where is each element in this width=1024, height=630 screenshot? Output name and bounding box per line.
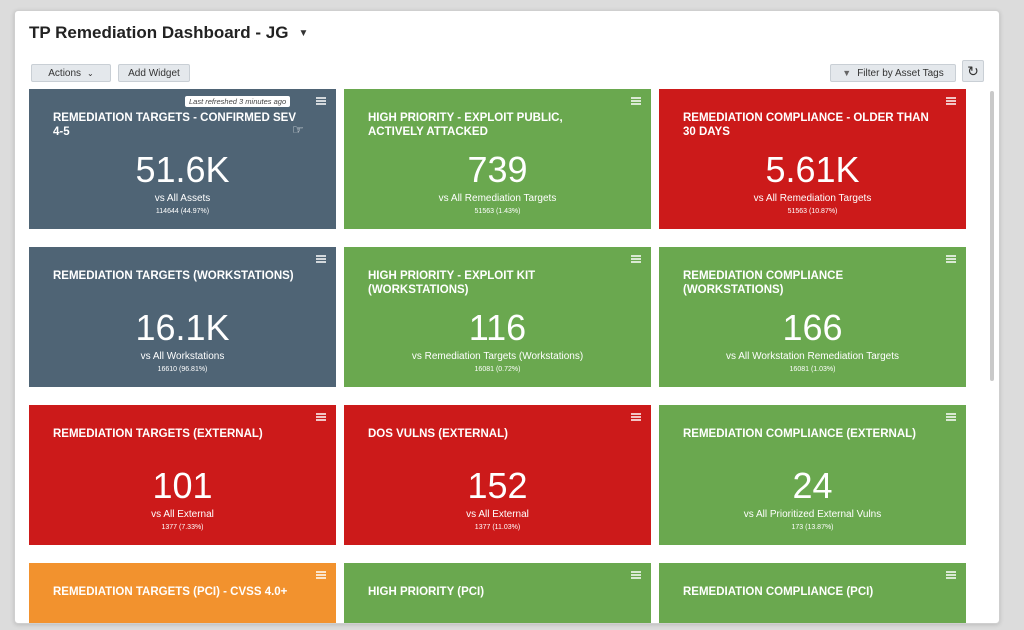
widget-subtext: 173 (13.87%): [791, 524, 834, 531]
menu-icon[interactable]: [631, 97, 641, 105]
widget-value: 24: [792, 465, 833, 506]
dashboard-window: TP Remediation Dashboard - JG ▼ Actions …: [14, 10, 1000, 624]
widget-comparison: vs All External: [151, 509, 214, 520]
widget-comparison: vs All Prioritized External Vulns: [743, 509, 882, 520]
widget-tile[interactable]: REMEDIATION TARGETS - CONFIRMED SEV 4-5 5…: [29, 89, 336, 229]
widget-subtext: 1377 (7.33%): [161, 524, 204, 531]
widget-comparison: vs All External: [466, 509, 529, 520]
widget-comparison: vs All Assets: [154, 193, 211, 204]
widget-title: REMEDIATION COMPLIANCE (WORKSTATIONS): [683, 270, 844, 296]
menu-icon[interactable]: [316, 255, 326, 263]
widget-tile[interactable]: HIGH PRIORITY - EXPLOIT PUBLIC, ACTIVELY…: [344, 89, 651, 229]
widget-value: 166: [782, 307, 843, 348]
menu-icon[interactable]: [631, 255, 641, 263]
widget-tile[interactable]: REMEDIATION COMPLIANCE - OLDER THAN 30 D…: [659, 89, 966, 229]
menu-icon[interactable]: [316, 571, 326, 579]
actions-button[interactable]: Actions ⌄: [31, 64, 111, 82]
widget-title: REMEDIATION TARGETS (PCI) - CVSS 4.0+: [53, 586, 288, 598]
menu-icon[interactable]: [946, 413, 956, 421]
widget-subtext: 16610 (96.81%): [157, 366, 208, 373]
widget-title: DOS VULNS (EXTERNAL): [368, 428, 508, 440]
chevron-down-icon: ⌄: [87, 68, 94, 78]
filter-by-asset-tags-button[interactable]: ▼ Filter by Asset Tags: [830, 64, 956, 82]
widget-tile[interactable]: DOS VULNS (EXTERNAL) 152 vs All External 13…: [344, 405, 651, 545]
dashboard-title[interactable]: TP Remediation Dashboard - JG ▼: [29, 23, 308, 43]
widget-value: 16.1K: [135, 307, 230, 348]
widget-title: REMEDIATION COMPLIANCE (PCI): [683, 586, 874, 598]
widget-title: HIGH PRIORITY - EXPLOIT PUBLIC, ACTIVELY…: [368, 112, 563, 138]
widget-value: 739: [467, 149, 528, 190]
add-widget-button[interactable]: Add Widget: [118, 64, 190, 82]
widget-tile[interactable]: REMEDIATION COMPLIANCE (PCI): [659, 563, 966, 623]
actions-label: Actions: [48, 67, 82, 79]
widget-value: 116: [468, 307, 527, 348]
widget-value: 5.61K: [765, 149, 860, 190]
widget-subtext: 16081 (1.03%): [789, 366, 836, 373]
widget-subtext: 51563 (1.43%): [474, 208, 521, 215]
filter-label: Filter by Asset Tags: [857, 67, 944, 79]
widget-value: 101: [152, 465, 213, 506]
widget-title: REMEDIATION TARGETS (WORKSTATIONS): [53, 270, 294, 282]
widget-subtext: 1377 (11.03%): [474, 524, 521, 531]
menu-icon[interactable]: [946, 97, 956, 105]
widget-title: HIGH PRIORITY - EXPLOIT KIT (WORKSTATION…: [368, 270, 536, 296]
refresh-icon: ↻: [967, 62, 979, 79]
widget-comparison: vs All Remediation Targets: [753, 193, 872, 204]
last-refreshed-tooltip: Last refreshed 3 minutes ago: [185, 96, 291, 107]
add-widget-label: Add Widget: [128, 67, 180, 79]
refresh-button[interactable]: ↻: [962, 60, 984, 82]
widget-subtext: 16081 (0.72%): [474, 366, 521, 373]
widget-value: 51.6K: [135, 149, 230, 190]
widget-tile[interactable]: REMEDIATION TARGETS (EXTERNAL) 101 vs All …: [29, 405, 336, 545]
widget-subtext: 51563 (10.87%): [787, 208, 838, 215]
widget-tile[interactable]: HIGH PRIORITY - EXPLOIT KIT (WORKSTATION…: [344, 247, 651, 387]
widget-tile[interactable]: REMEDIATION TARGETS (WORKSTATIONS) 16.1K v…: [29, 247, 336, 387]
widget-value: 152: [467, 465, 528, 506]
widget-tile[interactable]: REMEDIATION COMPLIANCE (WORKSTATIONS) 166…: [659, 247, 966, 387]
widget-comparison: vs All Workstations: [140, 351, 225, 362]
widget-title: REMEDIATION COMPLIANCE - OLDER THAN 30 D…: [683, 112, 929, 138]
pointer-cursor-icon: ☞: [292, 122, 304, 137]
widget-title: REMEDIATION TARGETS - CONFIRMED SEV 4-5: [53, 112, 296, 138]
scrollbar[interactable]: [990, 91, 994, 381]
menu-icon[interactable]: [316, 97, 326, 105]
menu-icon[interactable]: [316, 413, 326, 421]
menu-icon[interactable]: [631, 413, 641, 421]
page-title: TP Remediation Dashboard - JG: [29, 23, 289, 42]
menu-icon[interactable]: [631, 571, 641, 579]
widget-title: REMEDIATION COMPLIANCE (EXTERNAL): [683, 428, 916, 440]
widget-title: REMEDIATION TARGETS (EXTERNAL): [53, 428, 263, 440]
filter-icon: ▼: [842, 68, 852, 78]
menu-icon[interactable]: [946, 571, 956, 579]
widget-tile[interactable]: REMEDIATION COMPLIANCE (EXTERNAL) 24 vs Al…: [659, 405, 966, 545]
widget-comparison: vs All Remediation Targets: [438, 193, 557, 204]
widget-tile[interactable]: HIGH PRIORITY (PCI): [344, 563, 651, 623]
widget-subtext: 114644 (44.97%): [155, 208, 210, 215]
caret-down-icon[interactable]: ▼: [298, 27, 309, 39]
widget-title: HIGH PRIORITY (PCI): [368, 586, 485, 598]
widget-grid: REMEDIATION TARGETS - CONFIRMED SEV 4-5 5…: [29, 89, 987, 623]
widget-comparison: vs All Workstation Remediation Targets: [725, 351, 900, 362]
menu-icon[interactable]: [946, 255, 956, 263]
widget-comparison: vs Remediation Targets (Workstations): [411, 351, 584, 362]
widget-tile[interactable]: REMEDIATION TARGETS (PCI) - CVSS 4.0+: [29, 563, 336, 623]
